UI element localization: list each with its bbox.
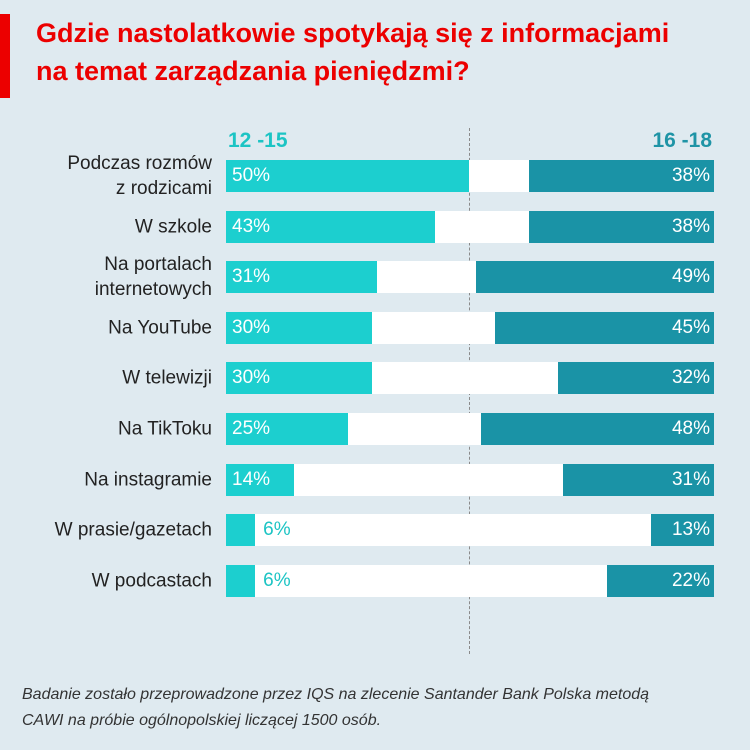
series-label-12-15: 12 -15 — [228, 129, 288, 152]
chart-row: W podcastach 6% 22% — [0, 564, 750, 597]
value-label-16-18: 31% — [671, 468, 710, 490]
category-label: Na TikToku — [118, 418, 212, 440]
value-label-16-18: 22% — [671, 569, 710, 591]
chart-title-line-2: na temat zarządzania pieniędzmi? — [36, 56, 470, 86]
category-label: Na YouTube — [108, 317, 212, 339]
bar-16-18 — [480, 413, 714, 445]
bar-12-15 — [226, 413, 348, 445]
chart-row: Na TikToku 25% 48% — [0, 413, 750, 445]
category-label: Na portalach internetowych — [94, 254, 212, 301]
category-label: W prasie/gazetach — [54, 519, 212, 541]
bar-16-18 — [529, 210, 714, 243]
value-label-16-18: 32% — [671, 367, 710, 389]
bar-track — [226, 514, 714, 547]
bar-12-15 — [226, 564, 256, 597]
bar-12-15 — [226, 514, 256, 547]
value-label-16-18: 38% — [671, 215, 710, 237]
bar-16-18 — [607, 564, 714, 597]
chart-row: Na YouTube 30% 45% — [0, 311, 750, 344]
bar-12-15 — [226, 261, 377, 294]
bar-16-18 — [529, 160, 714, 192]
value-label-16-18: 38% — [671, 165, 710, 186]
series-label-16-18: 16 -18 — [652, 129, 712, 152]
value-label-12-15: 14% — [232, 468, 271, 490]
category-label: W podcastach — [91, 570, 212, 592]
value-label-12-15: 30% — [232, 316, 271, 338]
chart-row: W telewizji 30% 32% — [0, 362, 750, 395]
bar-16-18 — [475, 261, 714, 294]
value-label-12-15: 50% — [232, 165, 271, 186]
bar-12-15 — [226, 463, 295, 496]
value-label-12-15: 30% — [232, 367, 271, 389]
value-label-16-18: 48% — [671, 418, 710, 439]
value-label-12-15: 43% — [232, 215, 271, 237]
category-label: W telewizji — [122, 367, 212, 389]
chart-row: W prasie/gazetach 6% 13% — [0, 514, 750, 547]
title-accent-bar — [0, 14, 10, 98]
bar-16-18 — [650, 514, 714, 547]
chart-title: Gdzie nastolatkowie spotykają się z info… — [36, 14, 736, 90]
chart-row: Na portalach internetowych 31% 49% — [0, 254, 750, 300]
value-label-16-18: 45% — [671, 316, 710, 338]
category-label: Podczas rozmów z rodzicami — [67, 153, 212, 199]
bar-16-18 — [563, 463, 714, 496]
category-label: Na instagramie — [84, 469, 212, 491]
value-label-16-18: 49% — [671, 266, 710, 288]
bar-12-15 — [226, 362, 372, 395]
bar-12-15 — [226, 210, 435, 243]
value-label-12-15: 31% — [232, 266, 271, 288]
bar-16-18 — [495, 311, 714, 344]
chart-row: Na instagramie 14% 31% — [0, 463, 750, 496]
value-label-12-15: 6% — [263, 519, 291, 541]
value-label-16-18: 13% — [671, 519, 710, 541]
chart-title-line-1: Gdzie nastolatkowie spotykają się z info… — [36, 18, 670, 48]
category-label: W szkole — [134, 216, 212, 238]
footnote-line-1: Badanie zostało przeprowadzone przez IQS… — [22, 686, 650, 703]
value-label-12-15: 25% — [232, 418, 271, 439]
bar-12-15 — [226, 160, 469, 192]
chart-row: W szkole 43% 38% — [0, 210, 750, 243]
bar-16-18 — [558, 362, 714, 395]
bar-12-15 — [226, 311, 372, 344]
value-label-12-15: 6% — [263, 569, 291, 591]
footnote: Badanie zostało przeprowadzone przez IQS… — [22, 682, 742, 734]
chart-row: Podczas rozmów z rodzicami 50% 38% — [0, 153, 750, 199]
footnote-line-2: CAWI na próbie ogólnopolskiej liczącej 1… — [22, 712, 382, 729]
